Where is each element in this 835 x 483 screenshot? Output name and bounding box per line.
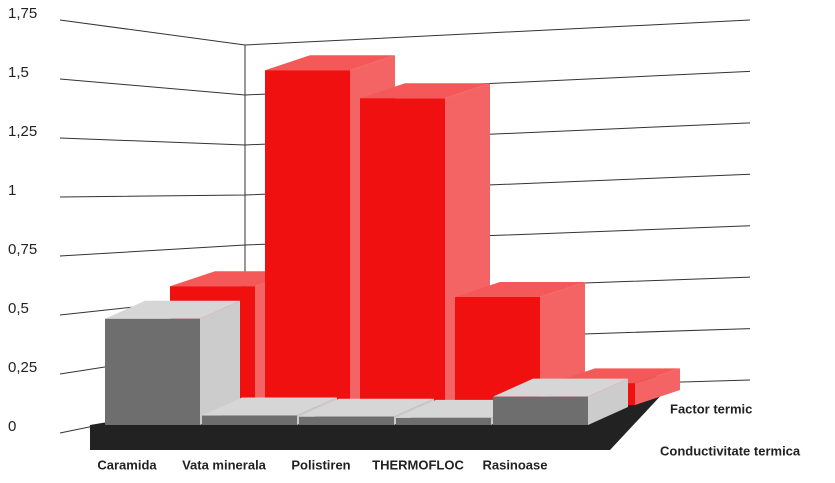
bar [396,417,491,425]
bar-side [200,300,240,425]
x-tick-label: Polistiren [291,457,350,472]
grid-line [59,19,751,46]
x-tick-label: Caramida [97,457,157,472]
y-tick-label: 1 [8,182,16,199]
y-tick-label: 0 [8,418,16,435]
y-tick-label: 0,5 [8,300,29,317]
bar-top [493,378,628,397]
bar-top [299,398,434,417]
bar-top [265,55,395,71]
y-tick-label: 0,25 [8,359,37,376]
bar-side [635,368,680,405]
bar [265,70,350,405]
x-tick-label: Vata minerala [182,457,267,472]
y-tick-label: 1,25 [8,123,37,140]
bar [299,416,394,425]
y-tick-label: 0,75 [8,241,37,258]
bar [105,318,200,425]
x-tick-label: Rasinoase [482,457,547,472]
bar [202,415,297,425]
bar-side [540,282,585,405]
bar-top [455,282,585,297]
bar-top [360,83,490,99]
bar-top [105,300,240,319]
y-tick-label: 1,5 [8,64,29,81]
bar [360,98,445,405]
x-tick-label: THERMOFLOC [372,457,464,472]
bar-side [588,378,628,425]
bar [493,396,588,425]
y-tick-label: 1,75 [8,5,37,22]
legend-label: Factor termic [670,401,752,416]
bar-top [202,397,337,416]
legend-label: Conductivitate termica [660,443,801,458]
